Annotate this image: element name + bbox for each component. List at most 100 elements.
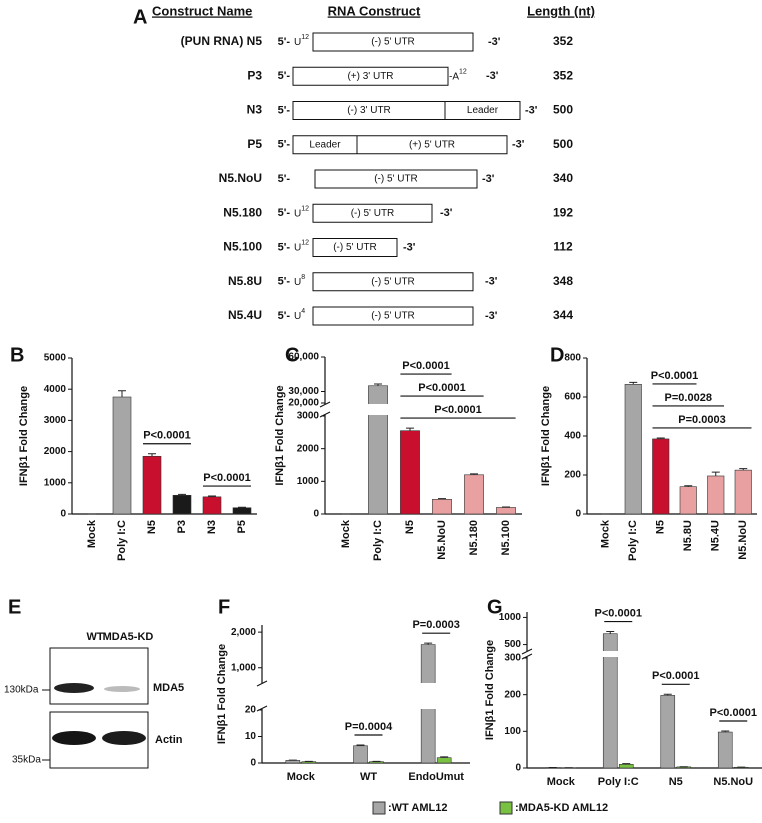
lane-label: MDA5-KD: [103, 631, 154, 643]
segment-label: (-) 5' UTR: [351, 208, 395, 219]
three-prime: -3': [512, 139, 525, 151]
p-value: P<0.0001: [652, 670, 699, 682]
segment-label: (-) 5' UTR: [374, 174, 418, 185]
x-tick-label: N5.NoU: [436, 520, 448, 560]
bar: [707, 475, 725, 515]
x-tick-label: N5.NoU: [713, 776, 753, 788]
five-prime: 5'-: [278, 310, 291, 322]
protein-label: MDA5: [153, 682, 184, 694]
x-tick-label: Mock: [287, 771, 316, 783]
construct-box: [312, 32, 474, 52]
x-tick-label: Mock: [340, 519, 352, 548]
segment-label: (+) 5' UTR: [409, 139, 455, 150]
y-axis-title: IFNβ1 Fold Change: [540, 386, 552, 486]
y-tick-label: 2000: [297, 443, 320, 454]
y-tick-label: 0: [575, 509, 581, 520]
error-bar: [721, 730, 730, 733]
x-tick-label: Poly I:C: [116, 520, 128, 561]
x-tick-label: N5: [655, 520, 667, 534]
error-bar: [118, 390, 126, 397]
three-prime: -3': [488, 36, 501, 48]
bar: [660, 695, 676, 769]
band: [104, 686, 140, 692]
bar: [624, 384, 642, 515]
five-prime: 5'-: [278, 173, 291, 185]
error-bar: [178, 493, 186, 496]
error-bar: [684, 485, 693, 487]
three-prime: -3': [485, 276, 498, 288]
p-value: P<0.0001: [143, 430, 190, 442]
prefix-base: U: [294, 242, 301, 253]
band: [52, 731, 96, 745]
band: [54, 683, 94, 693]
bar: [717, 731, 733, 769]
segment-label: (-) 5' UTR: [371, 311, 415, 322]
western-blot: WT MDA5-KD MDA5 Actin 130kDa 35kDa: [4, 631, 184, 769]
prefix-sup: 4: [301, 308, 305, 315]
segment-label: (-) 5' UTR: [333, 242, 377, 253]
legend-label: :MDA5-KD AML12: [515, 802, 608, 814]
y-axis-title: IFNβ1 Fold Change: [18, 386, 30, 486]
x-tick-label: N5.NoU: [737, 520, 749, 560]
error-bar: [622, 763, 631, 765]
x-tick-label: Poly I:C: [372, 520, 384, 561]
bar: [142, 455, 162, 515]
prefix-sup: 12: [301, 239, 309, 246]
p-value: P<0.0001: [710, 707, 757, 719]
three-prime: -3': [482, 173, 495, 185]
suffix-sup: 12: [459, 68, 467, 75]
construct-name: (PUN RNA) N5: [181, 34, 263, 48]
y-tick-label: 30,000: [288, 386, 319, 397]
prefix: U4: [294, 308, 305, 322]
p-value: P<0.0001: [434, 404, 481, 416]
y-tick-label: 800: [564, 353, 581, 364]
construct-box: [292, 135, 508, 155]
length: 340: [553, 171, 573, 185]
prefix-sup: 12: [301, 205, 309, 212]
construct-box: [312, 306, 474, 326]
bar: [400, 430, 420, 515]
y-tick-label: 500: [504, 639, 521, 650]
three-prime: -3': [486, 70, 499, 82]
y-tick-label: 1000: [297, 476, 320, 487]
header: Length (nt): [527, 3, 595, 18]
y-tick-label: 2,000: [231, 627, 256, 638]
bar: [436, 757, 452, 764]
p-value: P<0.0001: [595, 607, 642, 619]
p-value: P=0.0028: [665, 392, 712, 404]
panel-letter: D: [550, 344, 564, 366]
y-tick-label: 60,000: [288, 352, 319, 363]
error-bar: [440, 756, 449, 758]
five-prime: 5'-: [278, 207, 291, 219]
x-tick-label: Mock: [547, 776, 576, 788]
three-prime: -3': [525, 104, 538, 116]
x-tick-label: N5.180: [468, 520, 480, 555]
header: Construct Name: [152, 3, 252, 18]
construct-name: N5.8U: [228, 274, 262, 288]
y-tick-label: 3000: [44, 415, 67, 426]
p-value: P<0.0001: [418, 382, 465, 394]
legend-label: :WT AML12: [388, 802, 447, 814]
x-tick-label: Poly I:C: [598, 776, 639, 788]
x-tick-label: N5: [404, 520, 416, 534]
axis-break: [521, 651, 762, 657]
y-tick-label: 10: [245, 731, 257, 742]
prefix: U8: [294, 274, 305, 288]
x-tick-label: N5: [669, 776, 683, 788]
construct-box: [292, 101, 521, 120]
construct-name: N5.NoU: [219, 171, 262, 185]
segment-label: Leader: [467, 105, 499, 116]
y-tick-label: 200: [564, 470, 581, 481]
y-tick-label: 2000: [44, 446, 67, 457]
x-tick-label: Mock: [86, 519, 98, 548]
lane-label: WT: [86, 631, 103, 643]
error-bar: [438, 498, 446, 500]
axis-break: [256, 683, 470, 709]
bar: [652, 438, 670, 515]
segment-label: (+) 3' UTR: [347, 71, 393, 82]
length: 348: [553, 274, 573, 288]
y-tick-label: 400: [564, 431, 581, 442]
x-tick-label: N5: [146, 520, 158, 534]
prefix-sup: 8: [301, 274, 305, 281]
x-tick-label: Poly I:C: [627, 520, 639, 561]
